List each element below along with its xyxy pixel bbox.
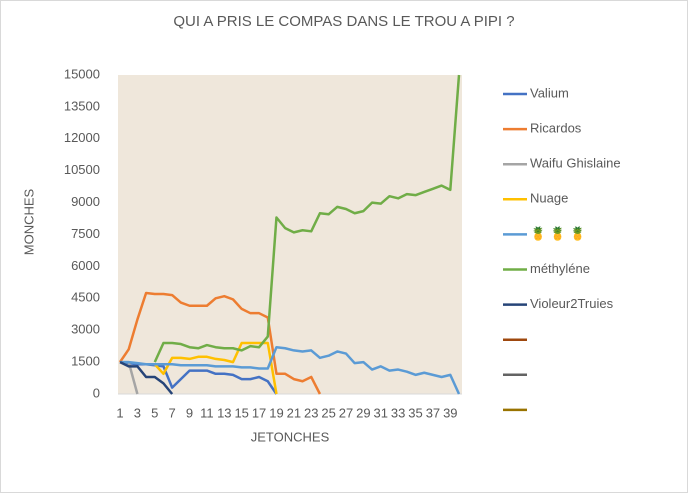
x-tick-label: 27 [339,405,353,420]
y-tick-label: 7500 [71,226,100,241]
x-tick-label: 9 [186,405,193,420]
x-tick-label: 31 [374,405,388,420]
x-tick-label: 13 [217,405,231,420]
y-tick-label: 13500 [64,98,100,113]
y-tick-label: 3000 [71,322,100,337]
x-tick-label: 35 [408,405,422,420]
legend-label: Nuage [530,191,568,206]
x-tick-label: 39 [443,405,457,420]
y-tick-label: 12000 [64,130,100,145]
x-tick-label: 17 [252,405,266,420]
series-line [153,74,461,363]
background-picture [118,75,462,394]
x-tick-label: 33 [391,405,405,420]
x-tick-label: 15 [234,405,248,420]
x-tick-label: 19 [269,405,283,420]
y-axis-title: MONCHES [21,188,36,255]
x-tick-label: 5 [151,405,158,420]
y-tick-label: 10500 [64,162,100,177]
y-tick-label: 1500 [71,354,100,369]
x-tick-label: 3 [134,405,141,420]
series-line [120,345,461,395]
y-tick-label: 15000 [64,66,100,81]
x-tick-label: 21 [287,405,301,420]
series-line [118,291,322,395]
legend-label: Violeur2Truies [530,296,614,311]
y-tick-label: 9000 [71,194,100,209]
legend-label: Ricardos [530,121,582,136]
y-tick-label: 6000 [71,258,100,273]
x-tick-label: 23 [304,405,318,420]
y-tick-label: 0 [93,385,100,400]
x-tick-label: 11 [200,405,214,420]
x-tick-label: 7 [169,405,176,420]
x-tick-label: 29 [356,405,370,420]
legend-label: Waifu Ghislaine [530,156,621,171]
chart-title: QUI A PRIS LE COMPAS DANS LE TROU A PIPI… [173,13,514,30]
series-line [119,360,174,395]
x-tick-label: 37 [426,405,440,420]
legend-label: Valium [530,85,569,100]
x-axis-title: JETONCHES [251,429,330,444]
y-tick-label: 4500 [71,290,100,305]
legend-label: méthyléne [530,261,590,276]
x-tick-label: 25 [321,405,335,420]
x-tick-label: 1 [116,405,123,420]
legend-label: 🍍 🍍 🍍 [530,226,586,241]
series-line [153,341,278,395]
